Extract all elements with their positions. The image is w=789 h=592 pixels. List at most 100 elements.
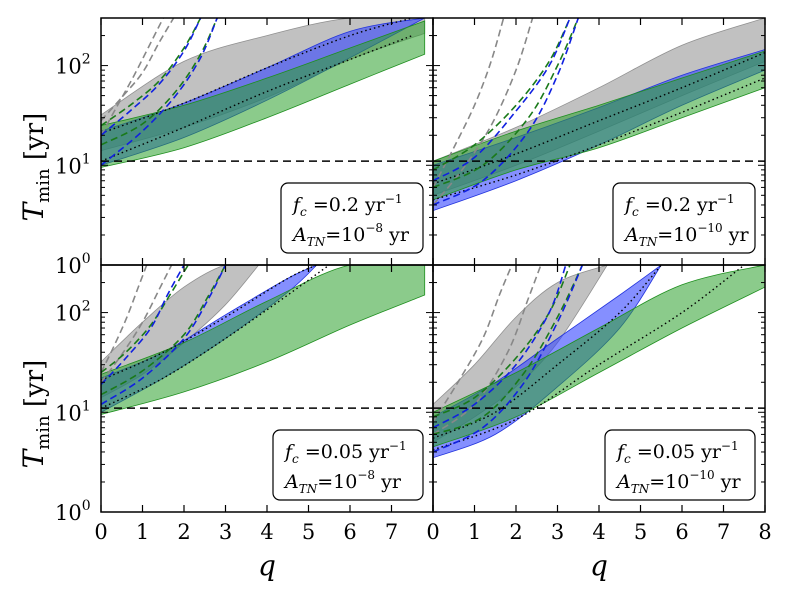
legend-atn-unit: yr [715, 471, 742, 493]
x-tick-label: 1 [136, 520, 149, 544]
y-tick-exponent: 2 [82, 52, 91, 68]
y-tick-exponent: 1 [82, 151, 91, 167]
legend-atn-subscript: TN [307, 235, 326, 249]
legend-fc: fc =0.2 yr−1 [291, 192, 403, 219]
legend-atn: ATN=10−10 yr [623, 221, 749, 249]
legend-atn-exponent: −10 [689, 468, 714, 482]
panel-bottom-left [101, 265, 433, 415]
legend-atn: ATN=10−8 yr [283, 468, 402, 496]
band-green [101, 20, 426, 168]
x-tick-label: 4 [260, 520, 273, 544]
legend-atn-symbol: A [283, 471, 299, 493]
dashed-curve-green [433, 265, 584, 436]
y-tick-exponent: 2 [82, 299, 91, 315]
x-tick-label: 1 [468, 520, 481, 544]
legend-atn-symbol: A [623, 224, 639, 246]
y-tick-label: 101 [55, 151, 91, 178]
dashed-curve-gray [433, 18, 534, 206]
legend-atn-value: =10 [317, 471, 357, 493]
legend-atn-unit: yr [375, 471, 402, 493]
dashed-curve-green [433, 18, 580, 189]
legend-fc-exponent: −1 [385, 192, 403, 206]
dashed-curve-green [433, 265, 571, 418]
band-green [433, 50, 765, 201]
y-tick-exponent: 1 [82, 398, 91, 414]
x-tick-label: 0 [426, 520, 439, 544]
legend-atn-subscript: TN [631, 482, 650, 496]
panel-top-right [433, 18, 765, 212]
legend-fc-symbol: f [615, 441, 627, 463]
x-tick-label: 5 [302, 520, 315, 544]
dashed-curve-blue [433, 265, 567, 429]
legend-frame [272, 429, 424, 501]
x-tick-label: 0 [94, 520, 107, 544]
legend-fc-symbol: f [283, 441, 295, 463]
dashed-curve-gray [433, 18, 505, 188]
x-tick-label: 2 [177, 520, 190, 544]
dashed-curve-gray [433, 265, 513, 423]
dashed-curve-blue [433, 18, 580, 206]
legend-frame [604, 429, 756, 501]
dashed-curve-gray [101, 265, 173, 383]
legend-fc: fc =0.05 yr−1 [615, 439, 739, 466]
dashed-curve-gray [101, 18, 165, 136]
x-tick-label: 4 [592, 520, 605, 544]
dotted-curve [433, 51, 765, 185]
dashed-curve-blue [101, 265, 227, 406]
legend-fc-value: =0.2 yr [307, 194, 386, 216]
dotted-curve [433, 77, 765, 201]
y-tick-base: 10 [55, 501, 82, 525]
y-axis-label-symbol: T [17, 448, 50, 469]
x-tick-label: 5 [634, 520, 647, 544]
legend-atn-exponent: −8 [365, 221, 383, 235]
legend-frame [280, 182, 424, 254]
y-axis-label: Tmin [yr] [17, 113, 54, 222]
x-tick-label: 7 [385, 520, 398, 544]
y-tick-label: 101 [55, 398, 91, 425]
x-tick-label: 6 [343, 520, 356, 544]
dashed-curve-green [101, 265, 189, 374]
y-tick-base: 10 [55, 302, 82, 326]
panel-bottom-right [433, 265, 765, 459]
legend-atn-value: =10 [325, 224, 365, 246]
dashed-curve-blue [101, 18, 218, 166]
legend-atn-subscript: TN [299, 482, 318, 496]
x-tick-label: 3 [219, 520, 232, 544]
y-axis-label-unit: [yr] [20, 360, 50, 416]
legend-fc-symbol: f [623, 194, 635, 216]
legend-atn-symbol: A [291, 224, 307, 246]
y-axis-label-subscript: min [33, 415, 54, 450]
y-tick-label: 100 [55, 251, 91, 278]
dashed-curve-gray [433, 265, 542, 436]
y-axis-label-symbol: T [17, 201, 50, 222]
dashed-curve-blue [433, 18, 571, 182]
band-green [101, 265, 426, 415]
legend-fc: fc =0.05 yr−1 [283, 439, 407, 466]
y-axis-label-unit: [yr] [20, 113, 50, 169]
legend-fc-subscript: c [624, 452, 631, 466]
legend-fc-value: =0.05 yr [299, 441, 390, 463]
legend-fc-value: =0.05 yr [631, 441, 722, 463]
panel-top-left [101, 18, 433, 168]
legend-fc-subscript: c [292, 452, 299, 466]
legend-fc-exponent: −1 [389, 439, 407, 453]
dashed-curve-blue [101, 18, 202, 136]
y-tick-exponent: 0 [82, 498, 91, 514]
y-tick-label: 102 [55, 299, 91, 326]
dashed-curve-green [101, 18, 202, 127]
legend-atn-unit: yr [723, 224, 750, 246]
x-tick-label: 3 [551, 520, 564, 544]
legend-atn-value: =10 [657, 224, 697, 246]
legend-atn-value: =10 [649, 471, 689, 493]
panel-frames [100, 17, 766, 513]
legend-atn-exponent: −10 [697, 221, 722, 235]
y-tick-label: 102 [55, 52, 91, 79]
legend-fc-exponent: −1 [721, 439, 739, 453]
legend-atn-exponent: −8 [357, 468, 375, 482]
legend-frame [612, 182, 756, 254]
